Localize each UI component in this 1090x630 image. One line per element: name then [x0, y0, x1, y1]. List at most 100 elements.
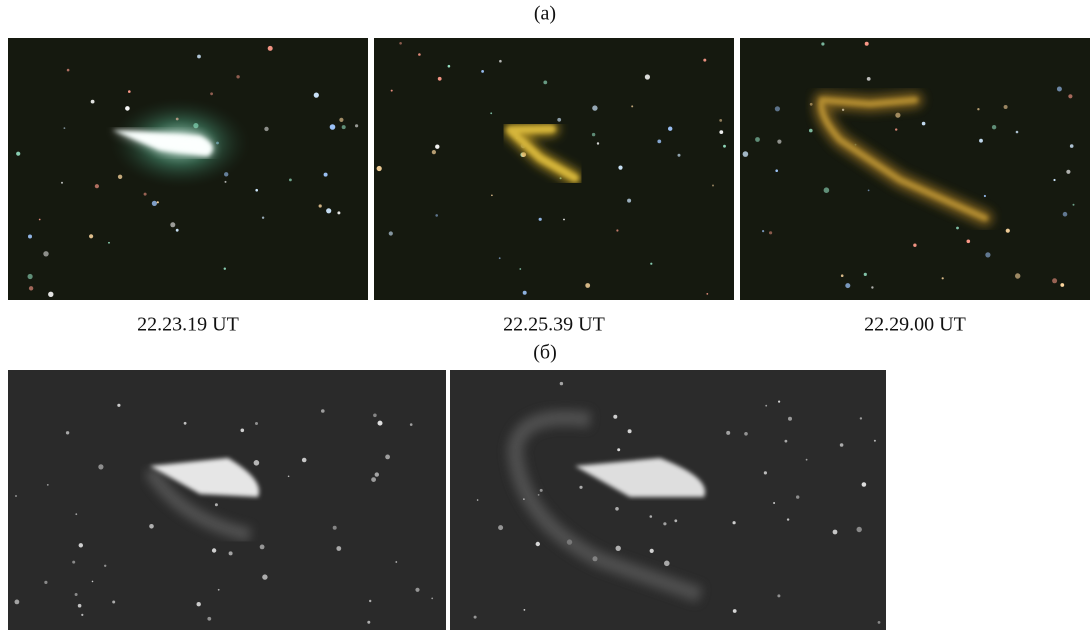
star	[539, 218, 542, 221]
star	[395, 561, 397, 563]
star	[895, 113, 900, 118]
star	[560, 382, 563, 385]
star	[337, 211, 340, 214]
star	[415, 588, 419, 592]
star	[613, 415, 617, 419]
star	[845, 283, 850, 288]
star	[536, 542, 540, 546]
star	[668, 127, 672, 131]
star	[719, 119, 722, 122]
star	[255, 422, 258, 425]
star	[66, 431, 69, 434]
star	[864, 273, 867, 276]
star	[78, 604, 82, 608]
star	[342, 125, 346, 129]
star	[592, 133, 595, 136]
star	[43, 251, 48, 256]
star	[108, 242, 110, 244]
star	[288, 476, 290, 478]
star	[79, 543, 83, 547]
star	[81, 614, 83, 616]
star	[878, 621, 881, 624]
star	[1015, 273, 1020, 278]
star	[224, 268, 226, 270]
star	[563, 219, 565, 221]
star	[319, 204, 322, 207]
star	[592, 105, 597, 110]
star	[785, 440, 788, 443]
star	[616, 229, 618, 231]
star	[15, 600, 20, 605]
star	[942, 277, 944, 279]
star	[979, 139, 983, 143]
star	[262, 217, 264, 219]
star	[377, 166, 382, 171]
star	[645, 74, 650, 79]
panel-label: (б)	[533, 342, 557, 364]
star	[369, 600, 371, 602]
star	[197, 55, 201, 59]
photo	[8, 370, 446, 630]
star	[490, 112, 492, 114]
star	[212, 548, 216, 552]
star	[98, 464, 103, 469]
star	[302, 458, 307, 463]
star	[254, 460, 260, 466]
star	[481, 70, 484, 73]
star	[733, 521, 736, 524]
star	[324, 173, 328, 177]
star	[375, 472, 379, 476]
star	[75, 593, 78, 596]
star	[15, 495, 17, 497]
star	[616, 546, 621, 551]
star	[326, 208, 331, 213]
figure: (a) 22.23.19 UT 22.25.39 UT 22.29.00 UT …	[0, 0, 1090, 630]
star	[67, 69, 70, 72]
star	[207, 617, 211, 621]
star	[523, 291, 527, 295]
star	[857, 527, 862, 532]
star	[579, 486, 582, 489]
star	[1052, 278, 1057, 283]
star	[72, 561, 75, 564]
photo	[374, 38, 734, 300]
star	[809, 129, 813, 133]
star	[913, 244, 916, 247]
star	[215, 503, 218, 506]
star	[448, 65, 451, 68]
star	[723, 145, 726, 148]
star	[260, 545, 265, 550]
star	[176, 229, 179, 232]
star	[435, 145, 439, 149]
star	[339, 118, 343, 122]
star	[617, 448, 620, 451]
star	[355, 124, 358, 127]
star	[95, 184, 99, 188]
star	[787, 518, 789, 520]
star	[373, 414, 377, 418]
star	[125, 106, 130, 111]
star	[268, 46, 273, 51]
caption: 22.25.39 UT	[503, 314, 605, 336]
star	[321, 409, 325, 413]
star	[92, 581, 94, 583]
star	[719, 130, 723, 134]
star	[378, 421, 383, 426]
star	[743, 151, 749, 157]
star	[992, 125, 996, 129]
star	[371, 477, 376, 482]
star	[1063, 212, 1068, 217]
star	[104, 565, 106, 567]
star	[498, 525, 503, 530]
photo	[8, 38, 368, 300]
star	[152, 201, 157, 206]
star	[1070, 144, 1074, 148]
star	[336, 546, 341, 551]
star	[39, 219, 41, 221]
star	[806, 459, 808, 461]
star	[144, 193, 147, 196]
star	[775, 106, 780, 111]
star	[491, 195, 493, 197]
star	[157, 201, 159, 203]
caption: 22.23.19 UT	[137, 314, 239, 336]
